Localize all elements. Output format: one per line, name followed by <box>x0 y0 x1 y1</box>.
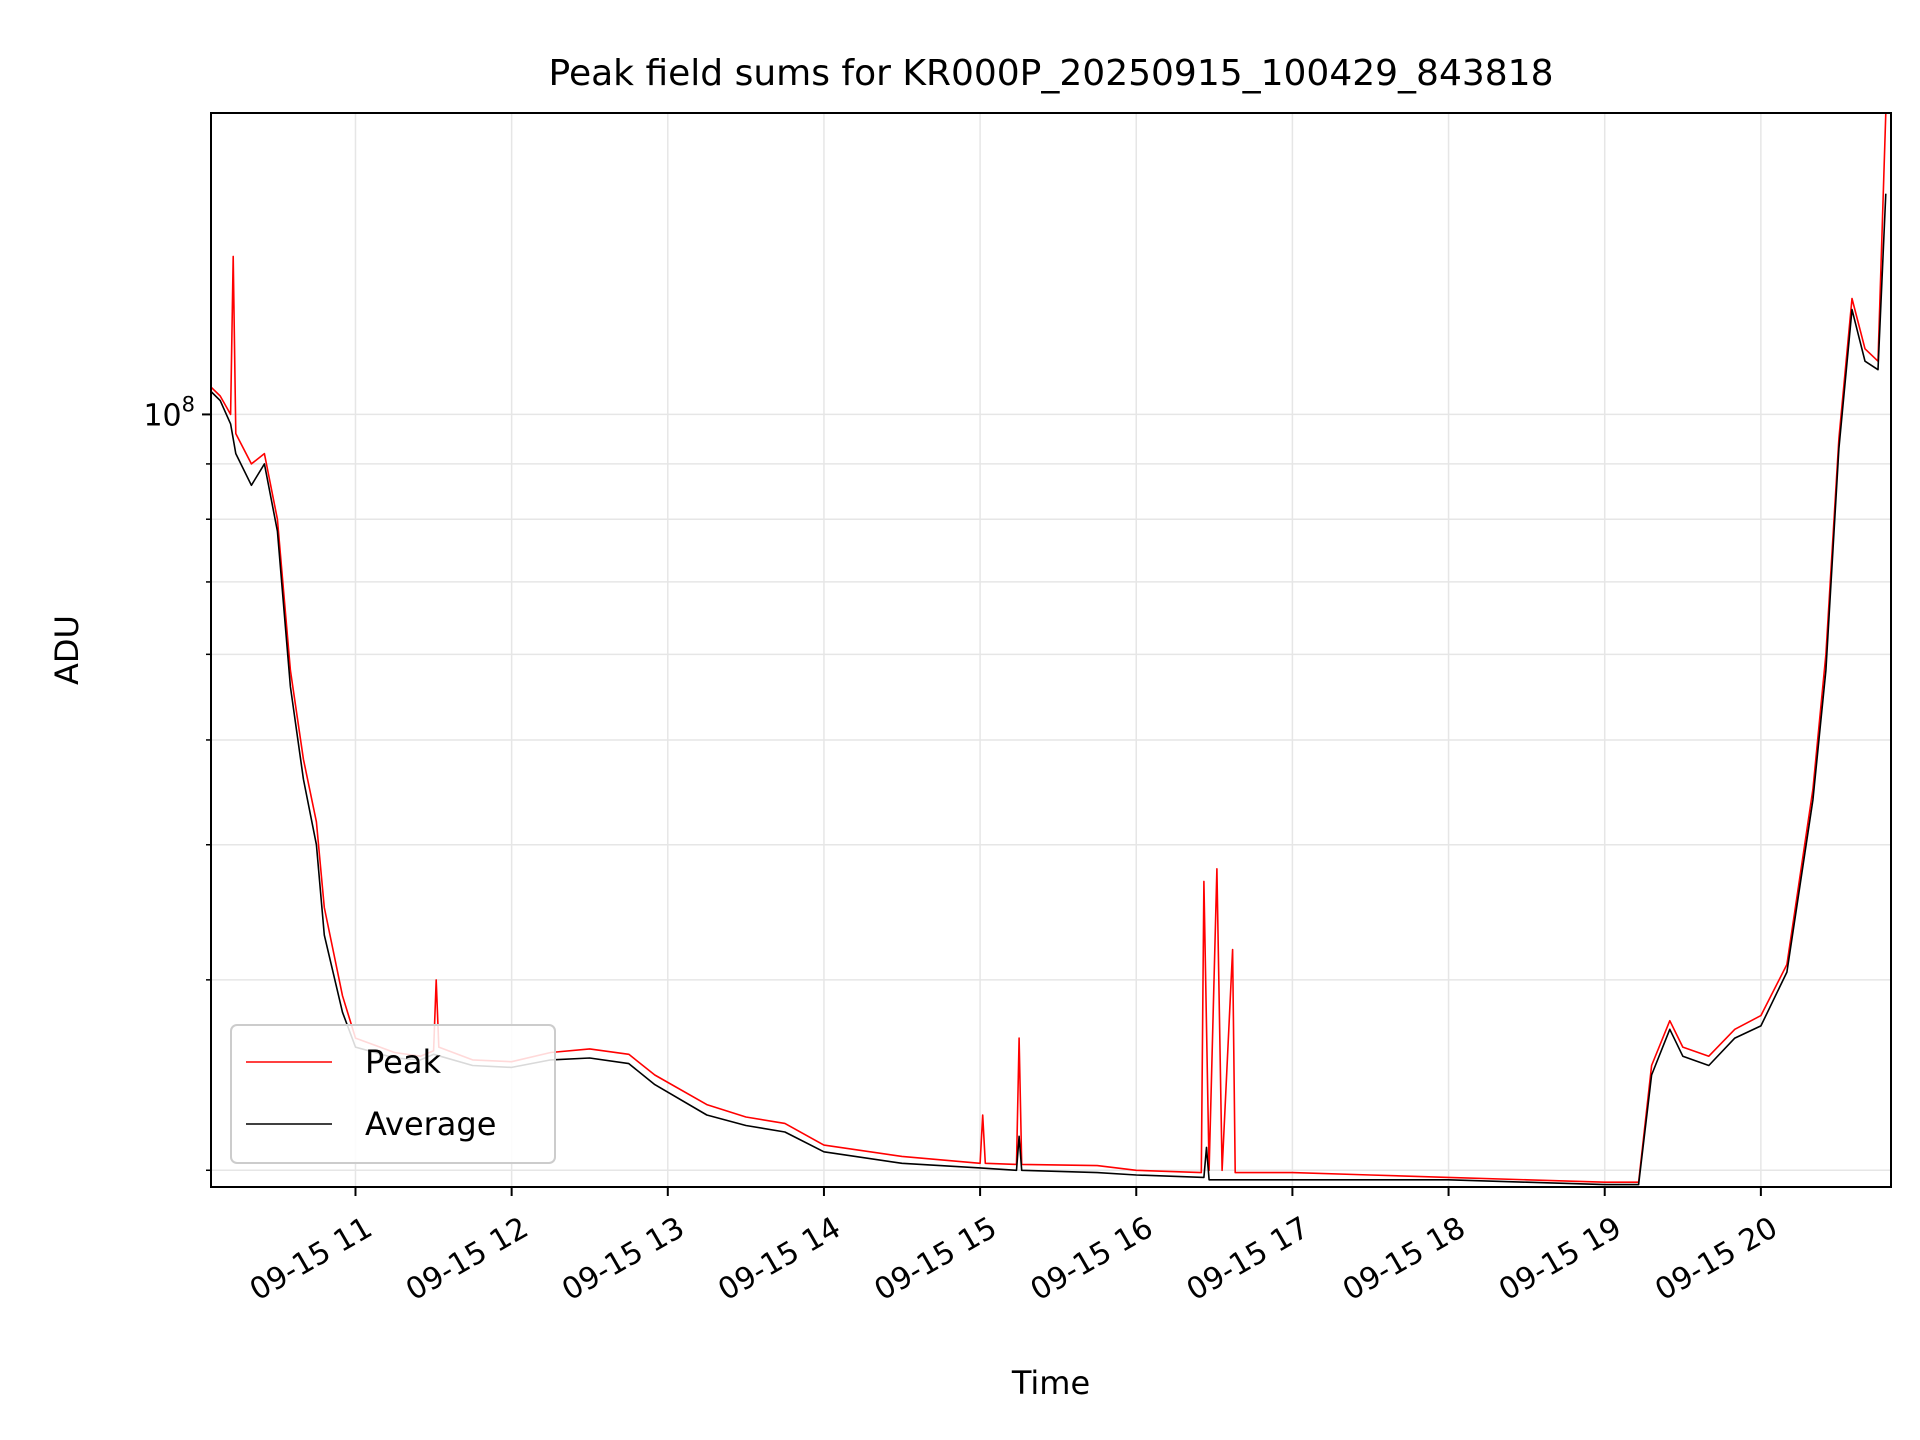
x-axis-label: Time <box>1011 1364 1090 1402</box>
chart-title: Peak field sums for KR000P_20250915_1004… <box>549 53 1554 94</box>
y-tick-label: 108 <box>143 392 195 433</box>
grid <box>211 113 1891 1187</box>
y-axis-label: ADU <box>48 615 86 685</box>
series-line-peak <box>210 112 1887 1183</box>
legend: Peak Average <box>230 1024 556 1164</box>
y-axis: 108 <box>143 392 211 1172</box>
series-line-average <box>210 193 1887 1186</box>
legend-box <box>230 1024 556 1164</box>
legend-average-label: Average <box>365 1105 496 1143</box>
legend-peak-label: Peak <box>365 1043 441 1081</box>
series-layer <box>210 112 1887 1186</box>
plot-area-frame <box>210 112 1892 1188</box>
